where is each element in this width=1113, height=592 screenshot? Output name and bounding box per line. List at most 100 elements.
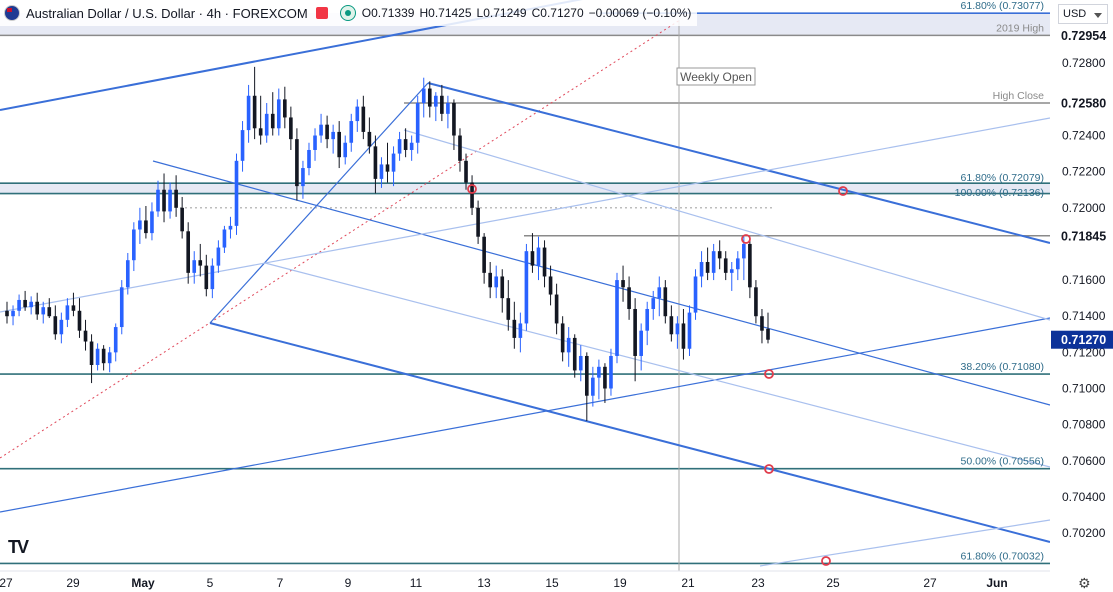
price-tag-box	[1051, 93, 1113, 112]
candle-body	[373, 146, 378, 179]
candle-body	[210, 265, 215, 290]
pivot-marker	[467, 184, 477, 194]
time-tick-label: 23	[751, 576, 765, 590]
symbol-title[interactable]: Australian Dollar / U.S. Dollar · 4h · F…	[26, 5, 308, 21]
pivot-marker	[764, 464, 774, 474]
time-tick-label: 25	[826, 576, 840, 590]
candle-body	[283, 99, 287, 118]
candle-body	[252, 95, 257, 129]
candle-body	[415, 102, 420, 143]
candle-body	[53, 316, 58, 335]
warning-line-upper	[403, 129, 1051, 321]
candle-body	[615, 280, 619, 356]
price-tick-label: 0.71200	[1062, 345, 1106, 359]
candle-body	[603, 366, 607, 389]
candle-body	[597, 366, 601, 378]
fib-band-mid	[0, 183, 1050, 194]
candle-body	[729, 269, 734, 273]
candle-body	[289, 117, 293, 140]
candle-body	[349, 121, 354, 143]
time-tick-label: 9	[345, 576, 352, 590]
candle-body	[536, 247, 541, 266]
candle-body	[627, 287, 631, 309]
candle-body	[578, 355, 583, 371]
ohlc-open: O0.71339	[361, 6, 415, 20]
tradingview-logo[interactable]: TV	[8, 537, 29, 557]
price-tick-label: 0.72400	[1062, 129, 1106, 143]
price-tag-label: 0.72954	[1061, 29, 1106, 43]
candle-body	[735, 258, 740, 270]
candle-body	[337, 131, 341, 158]
level-label: 50.00% (0.70556)	[961, 456, 1044, 468]
candle-body	[71, 305, 76, 311]
weekly-open-label: Weekly Open	[680, 70, 752, 84]
candle-body	[29, 301, 33, 308]
time-axis-panel[interactable]	[0, 571, 1113, 591]
level-labels: 61.80% (0.73077) 2019 High High Close 61.80…	[955, 0, 1044, 562]
candle-body	[711, 251, 716, 273]
candle-body	[458, 135, 462, 161]
candle-body	[548, 276, 553, 295]
candle-body	[204, 265, 209, 290]
candle-body	[494, 276, 499, 288]
candle-body	[240, 130, 245, 161]
candle-body	[113, 327, 118, 353]
candle-body	[554, 294, 559, 324]
candle-body	[524, 251, 529, 324]
candle-body	[403, 139, 408, 150]
time-tick-label: 15	[545, 576, 559, 590]
candle-body	[609, 355, 613, 389]
candle-body	[343, 142, 348, 158]
time-tick-label: May	[131, 576, 155, 590]
candle-body	[144, 220, 148, 234]
candle-body	[464, 160, 468, 183]
candle-body	[699, 262, 704, 277]
candle-body	[192, 260, 197, 273]
candle-body	[542, 247, 547, 277]
pivot-marker	[838, 186, 848, 196]
candle-body	[301, 168, 305, 187]
currency-selector[interactable]: USD	[1058, 4, 1108, 24]
data-status-icon[interactable]	[339, 5, 356, 21]
level-label: 61.80% (0.73077)	[961, 0, 1044, 12]
price-tick-label: 0.72200	[1062, 165, 1106, 179]
candle-body	[35, 301, 40, 315]
price-axis[interactable]: 0.728000.726000.724000.722000.720000.716…	[1051, 26, 1113, 540]
candle-body	[331, 131, 335, 140]
price-change: −0.00069 (−0.10%)	[588, 6, 692, 20]
ascending-support-line	[0, 317, 1051, 513]
candle-body	[584, 355, 589, 396]
time-axis[interactable]: 27 29 May 5 7 9 11 13 15 19 21 23 25 27 Jun	[0, 576, 1008, 590]
candle-body	[276, 99, 281, 129]
candle-body	[482, 236, 486, 273]
median-line	[152, 160, 1051, 406]
candle-body	[657, 287, 662, 299]
candle-body	[633, 308, 637, 356]
ohlc-low: L0.71249	[476, 6, 527, 20]
candle-body	[440, 95, 444, 114]
market-closed-icon[interactable]	[315, 7, 328, 19]
candle-body	[621, 280, 625, 288]
pivot-markers	[467, 184, 848, 566]
candle-body	[766, 328, 770, 340]
pitchfork-arm	[209, 82, 429, 324]
candle-body	[313, 135, 317, 150]
time-tick-label: 29	[66, 576, 80, 590]
candle-body	[639, 330, 643, 356]
time-tick-label: 5	[207, 576, 214, 590]
pivot-marker	[741, 234, 751, 244]
candle-body	[512, 319, 517, 338]
time-tick-label: Jun	[986, 576, 1007, 590]
settings-icon[interactable]: ⚙	[1078, 575, 1091, 591]
level-label: 100.00% (0.72136)	[955, 187, 1044, 199]
time-tick-label: 27	[0, 576, 13, 590]
candle-body	[83, 330, 88, 342]
candle-body	[409, 142, 414, 150]
candle-body	[23, 299, 27, 308]
candle-body	[572, 337, 577, 371]
time-tick-label: 13	[477, 576, 491, 590]
candle-body	[125, 260, 130, 288]
candle-body	[391, 153, 396, 172]
candle-body	[222, 229, 227, 248]
